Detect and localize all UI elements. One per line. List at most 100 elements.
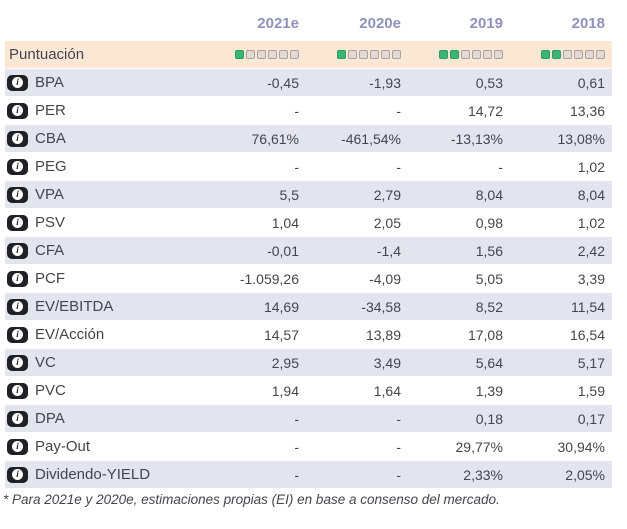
table-header-row: 2021e 2020e 2019 2018: [5, 7, 612, 40]
cell-value: 14,57: [263, 326, 299, 343]
score-square-empty: [574, 50, 583, 59]
cell-value: 2,95: [271, 354, 299, 371]
score-square-filled: [541, 50, 550, 59]
cell-value: -: [294, 102, 299, 119]
row-label-cell: i VC: [5, 354, 204, 371]
info-icon-glyph: i: [12, 357, 23, 368]
cell-value: -0,01: [267, 242, 299, 259]
info-icon-glyph: i: [12, 301, 23, 312]
row-label-cell: i PVC: [5, 382, 204, 399]
cell-value: 2,33%: [463, 466, 503, 483]
table-row: i CFA -0,01 -1,4 1,56 2,42: [5, 237, 612, 264]
score-square-empty: [596, 50, 605, 59]
cell-value: 1,02: [577, 214, 605, 231]
score-square-empty: [494, 50, 503, 59]
table-row: i PER - - 14,72 13,36: [5, 97, 612, 124]
score-square-empty: [359, 50, 368, 59]
score-row: Puntuación: [5, 41, 612, 68]
info-icon[interactable]: i: [7, 298, 28, 315]
info-icon[interactable]: i: [7, 242, 28, 259]
info-icon-glyph: i: [12, 413, 23, 424]
cell-value: -1,4: [376, 242, 401, 259]
table-row: i VC 2,95 3,49 5,64 5,17: [5, 349, 612, 376]
info-icon[interactable]: i: [7, 466, 28, 483]
score-row-label: Puntuación: [9, 46, 85, 63]
table-row: i CBA 76,61% -461,54% -13,13% 13,08%: [5, 125, 612, 152]
score-square-empty: [472, 50, 481, 59]
table-row: i PEG - - - 1,02: [5, 153, 612, 180]
cell-value: -: [294, 410, 299, 427]
info-icon-glyph: i: [12, 77, 23, 88]
row-label-cell: i CBA: [5, 130, 204, 147]
row-label: DPA: [35, 410, 65, 427]
info-icon[interactable]: i: [7, 102, 28, 119]
row-label-cell: i PCF: [5, 270, 204, 287]
score-squares: [439, 50, 503, 59]
score-square-empty: [246, 50, 255, 59]
info-icon[interactable]: i: [7, 214, 28, 231]
table-row: i PCF -1.059,26 -4,09 5,05 3,39: [5, 265, 612, 292]
cell-value: 11,54: [571, 298, 605, 315]
cell-value: -: [294, 466, 299, 483]
cell-value: 1,59: [577, 382, 605, 399]
score-square-empty: [392, 50, 401, 59]
cell-value: 0,98: [475, 214, 503, 231]
row-label-cell: i Pay-Out: [5, 438, 204, 455]
table-row: i PVC 1,94 1,64 1,39 1,59: [5, 377, 612, 404]
cell-value: 1,39: [475, 382, 503, 399]
info-icon[interactable]: i: [7, 186, 28, 203]
score-square-filled: [552, 50, 561, 59]
score-square-filled: [337, 50, 346, 59]
info-icon-glyph: i: [12, 273, 23, 284]
column-header: 2021e: [257, 15, 299, 32]
info-icon[interactable]: i: [7, 270, 28, 287]
row-label-cell: i PSV: [5, 214, 204, 231]
info-icon-glyph: i: [12, 385, 23, 396]
table-row: i EV/EBITDA 14,69 -34,58 8,52 11,54: [5, 293, 612, 320]
row-label: PEG: [35, 158, 67, 175]
table-row: i PSV 1,04 2,05 0,98 1,02: [5, 209, 612, 236]
cell-value: 8,04: [577, 186, 605, 203]
row-label-cell: i BPA: [5, 74, 204, 91]
score-cell: [510, 50, 612, 59]
cell-value: 1,02: [577, 158, 605, 175]
score-square-empty: [348, 50, 357, 59]
info-icon[interactable]: i: [7, 74, 28, 91]
cell-value: 0,17: [577, 410, 605, 427]
cell-value: -: [396, 410, 401, 427]
cell-value: 1,94: [271, 382, 299, 399]
row-label: BPA: [35, 74, 64, 91]
score-squares: [541, 50, 605, 59]
score-square-empty: [279, 50, 288, 59]
row-label-cell: i EV/EBITDA: [5, 298, 204, 315]
row-label-cell: i PER: [5, 102, 204, 119]
info-icon[interactable]: i: [7, 158, 28, 175]
row-label: EV/Acción: [35, 326, 105, 343]
cell-value: 2,05: [373, 214, 401, 231]
cell-value: -: [396, 438, 401, 455]
score-square-empty: [268, 50, 277, 59]
row-label: Dividendo-YIELD: [35, 466, 151, 483]
row-label: VC: [35, 354, 56, 371]
row-label-cell: i EV/Acción: [5, 326, 204, 343]
cell-value: -1,93: [369, 74, 401, 91]
score-cell: [204, 50, 306, 59]
info-icon[interactable]: i: [7, 382, 28, 399]
info-icon-glyph: i: [12, 217, 23, 228]
cell-value: 1,64: [373, 382, 401, 399]
info-icon[interactable]: i: [7, 130, 28, 147]
cell-value: 0,53: [475, 74, 503, 91]
score-square-empty: [257, 50, 266, 59]
cell-value: 5,64: [475, 354, 503, 371]
info-icon-glyph: i: [12, 105, 23, 116]
score-squares: [337, 50, 401, 59]
cell-value: 76,61%: [251, 130, 299, 147]
info-icon[interactable]: i: [7, 326, 28, 343]
cell-value: -: [396, 466, 401, 483]
info-icon[interactable]: i: [7, 438, 28, 455]
info-icon[interactable]: i: [7, 354, 28, 371]
footnote: * Para 2021e y 2020e, estimaciones propi…: [3, 492, 500, 507]
cell-value: 3,49: [373, 354, 401, 371]
info-icon[interactable]: i: [7, 410, 28, 427]
row-label: PCF: [35, 270, 65, 287]
